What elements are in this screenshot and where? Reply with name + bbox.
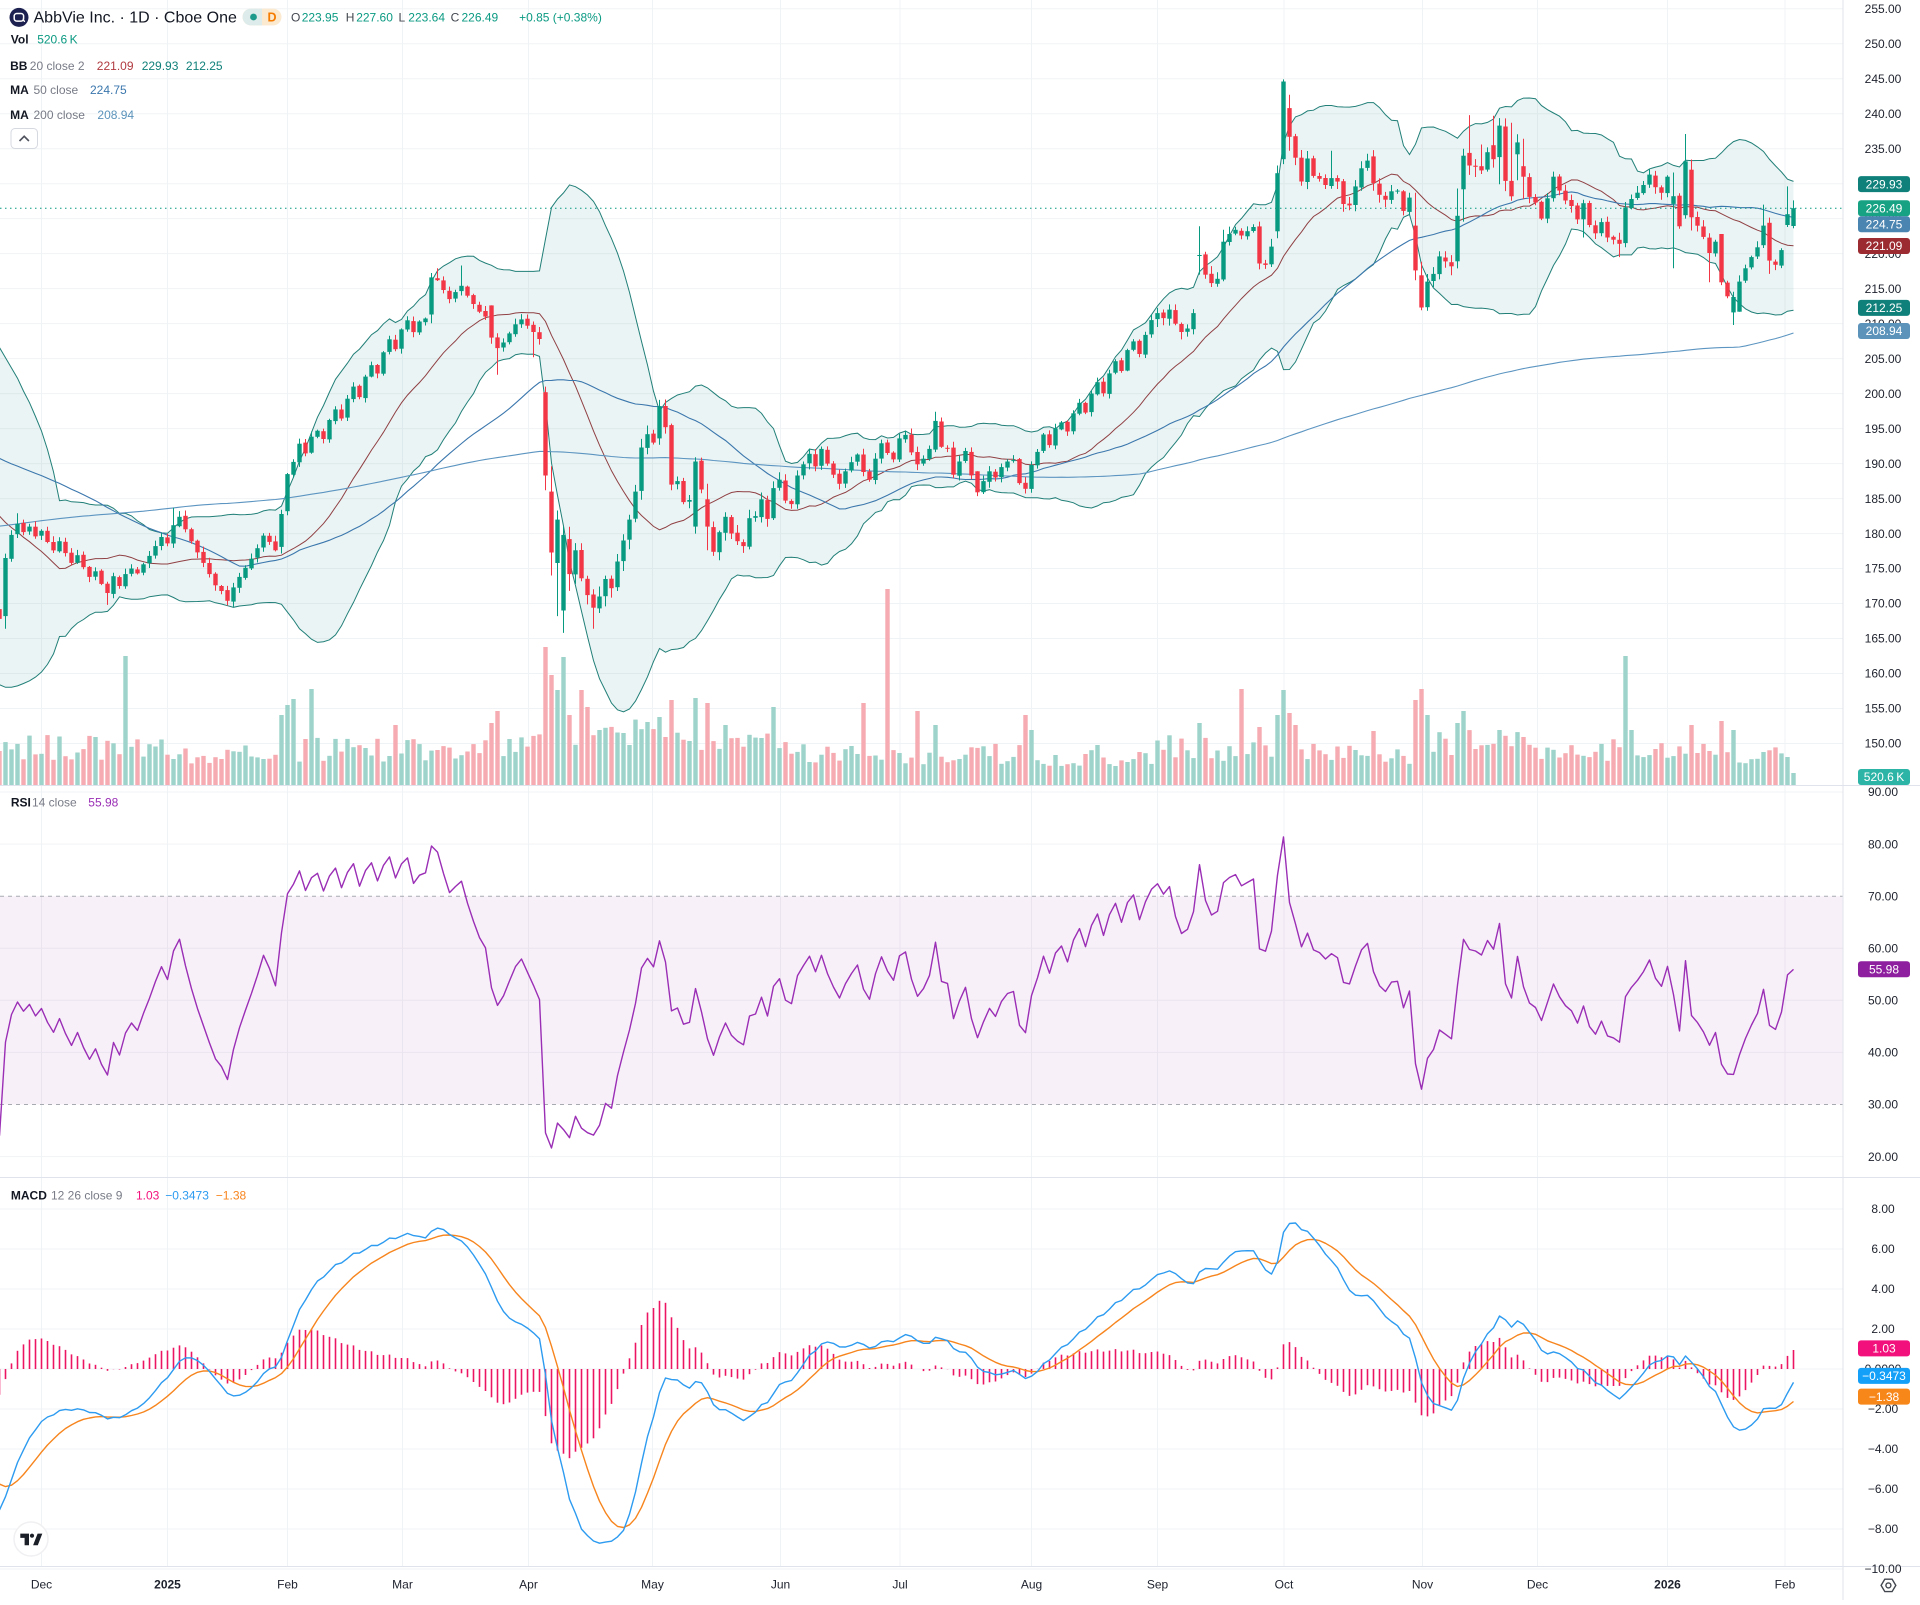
svg-text:1.03: 1.03 <box>136 1189 160 1203</box>
svg-text:6.00: 6.00 <box>1871 1242 1895 1256</box>
svg-text:90.00: 90.00 <box>1868 785 1898 799</box>
svg-text:80.00: 80.00 <box>1868 837 1898 851</box>
svg-text:Jun: Jun <box>771 1578 790 1592</box>
svg-text:Dec: Dec <box>31 1578 52 1592</box>
svg-text:Jul: Jul <box>892 1578 907 1592</box>
svg-text:C: C <box>451 11 460 25</box>
svg-text:RSI: RSI <box>11 795 31 809</box>
svg-text:H: H <box>346 11 355 25</box>
svg-text:224.75: 224.75 <box>1866 217 1903 231</box>
svg-text:Apr: Apr <box>519 1578 538 1592</box>
svg-text:8.00: 8.00 <box>1871 1202 1895 1216</box>
svg-text:155.00: 155.00 <box>1865 702 1902 716</box>
svg-text:221.09: 221.09 <box>97 59 134 73</box>
svg-text:Mar: Mar <box>392 1578 413 1592</box>
svg-text:215.00: 215.00 <box>1865 282 1902 296</box>
svg-text:235.00: 235.00 <box>1865 142 1902 156</box>
svg-text:Oct: Oct <box>1275 1578 1294 1592</box>
svg-text:229.93: 229.93 <box>1866 177 1903 191</box>
svg-text:MA: MA <box>10 83 29 97</box>
svg-text:160.00: 160.00 <box>1865 667 1902 681</box>
svg-text:D: D <box>268 11 277 25</box>
svg-text:245.00: 245.00 <box>1865 72 1902 86</box>
svg-text:2026: 2026 <box>1654 1578 1681 1592</box>
svg-text:30.00: 30.00 <box>1868 1098 1898 1112</box>
svg-text:180.00: 180.00 <box>1865 527 1902 541</box>
svg-text:150.00: 150.00 <box>1865 737 1902 751</box>
svg-text:223.64: 223.64 <box>408 11 445 25</box>
svg-text:226.49: 226.49 <box>1866 201 1903 215</box>
svg-text:+0.85 (+0.38%): +0.85 (+0.38%) <box>519 11 602 25</box>
svg-text:175.00: 175.00 <box>1865 562 1902 576</box>
svg-text:50.00: 50.00 <box>1868 994 1898 1008</box>
svg-text:60.00: 60.00 <box>1868 942 1898 956</box>
svg-text:1.03: 1.03 <box>1872 1342 1896 1356</box>
svg-text:224.75: 224.75 <box>90 83 127 97</box>
svg-text:Vol: Vol <box>11 33 29 47</box>
svg-text:200.00: 200.00 <box>1865 387 1902 401</box>
svg-text:70.00: 70.00 <box>1868 889 1898 903</box>
svg-text:200 close: 200 close <box>34 108 86 122</box>
svg-text:208.94: 208.94 <box>97 108 134 122</box>
svg-text:−1.38: −1.38 <box>1869 1390 1900 1404</box>
svg-text:−10.00: −10.00 <box>1864 1562 1901 1576</box>
svg-text:50 close: 50 close <box>34 83 79 97</box>
svg-text:2.00: 2.00 <box>1871 1322 1895 1336</box>
svg-text:212.25: 212.25 <box>186 59 223 73</box>
svg-text:185.00: 185.00 <box>1865 492 1902 506</box>
svg-text:Feb: Feb <box>1775 1578 1796 1592</box>
svg-text:MA: MA <box>10 108 29 122</box>
svg-text:−8.00: −8.00 <box>1868 1522 1899 1536</box>
svg-text:12 26 close 9: 12 26 close 9 <box>51 1189 123 1203</box>
svg-text:14 close: 14 close <box>32 795 77 809</box>
svg-text:212.25: 212.25 <box>1866 301 1903 315</box>
svg-text:55.98: 55.98 <box>1869 962 1899 976</box>
svg-text:−6.00: −6.00 <box>1868 1482 1899 1496</box>
svg-text:255.00: 255.00 <box>1865 2 1902 16</box>
svg-text:BB: BB <box>10 59 28 73</box>
svg-text:20 close 2: 20 close 2 <box>30 59 85 73</box>
svg-text:−0.3473: −0.3473 <box>1862 1369 1906 1383</box>
svg-text:2025: 2025 <box>154 1578 181 1592</box>
svg-text:−1.38: −1.38 <box>216 1189 247 1203</box>
svg-text:221.09: 221.09 <box>1866 239 1903 253</box>
svg-text:226.49: 226.49 <box>462 11 499 25</box>
svg-text:205.00: 205.00 <box>1865 352 1902 366</box>
svg-text:L: L <box>399 11 406 25</box>
svg-text:170.00: 170.00 <box>1865 597 1902 611</box>
svg-text:520.6 K: 520.6 K <box>1864 770 1904 784</box>
svg-text:O: O <box>291 11 300 25</box>
svg-text:229.93: 229.93 <box>142 59 179 73</box>
svg-text:4.00: 4.00 <box>1871 1282 1895 1296</box>
svg-text:−2.00: −2.00 <box>1868 1402 1899 1416</box>
svg-text:195.00: 195.00 <box>1865 422 1902 436</box>
svg-text:Sep: Sep <box>1147 1578 1169 1592</box>
svg-text:240.00: 240.00 <box>1865 107 1902 121</box>
svg-text:May: May <box>641 1578 664 1592</box>
svg-text:208.94: 208.94 <box>1866 324 1903 338</box>
svg-text:227.60: 227.60 <box>356 11 393 25</box>
svg-text:20.00: 20.00 <box>1868 1150 1898 1164</box>
svg-text:40.00: 40.00 <box>1868 1046 1898 1060</box>
svg-text:Feb: Feb <box>277 1578 298 1592</box>
svg-text:AbbVie Inc. · 1D · Cboe One: AbbVie Inc. · 1D · Cboe One <box>34 10 237 27</box>
svg-text:Dec: Dec <box>1527 1578 1548 1592</box>
svg-text:MACD: MACD <box>11 1189 47 1203</box>
svg-text:190.00: 190.00 <box>1865 457 1902 471</box>
svg-text:Aug: Aug <box>1021 1578 1042 1592</box>
svg-text:165.00: 165.00 <box>1865 632 1902 646</box>
svg-text:−0.3473: −0.3473 <box>165 1189 209 1203</box>
svg-text:520.6 K: 520.6 K <box>37 33 77 47</box>
svg-text:250.00: 250.00 <box>1865 37 1902 51</box>
svg-text:223.95: 223.95 <box>302 11 339 25</box>
svg-text:Nov: Nov <box>1412 1578 1433 1592</box>
svg-text:55.98: 55.98 <box>88 795 118 809</box>
svg-text:−4.00: −4.00 <box>1868 1442 1899 1456</box>
